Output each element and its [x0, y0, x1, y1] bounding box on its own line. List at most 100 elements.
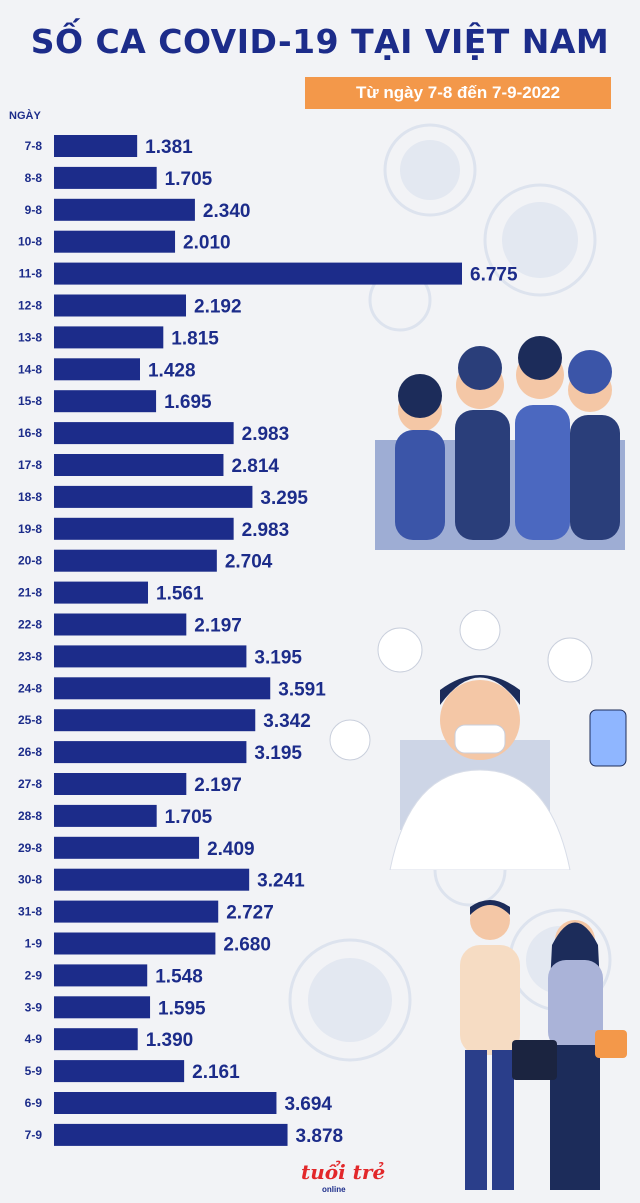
category-label: 9-8	[25, 203, 43, 217]
value-label: 2.814	[231, 456, 279, 477]
category-label: 22-8	[18, 618, 42, 632]
category-label: 13-8	[18, 330, 42, 344]
value-label: 3.342	[263, 711, 311, 732]
value-label: 1.705	[165, 807, 213, 828]
value-label: 1.705	[165, 169, 213, 190]
category-label: 31-8	[18, 905, 42, 919]
bar	[54, 358, 140, 381]
value-label: 3.195	[254, 647, 302, 668]
value-label: 2.197	[194, 775, 242, 796]
bar	[54, 996, 151, 1019]
bar	[54, 709, 256, 732]
bar	[54, 1060, 185, 1083]
category-label: 29-8	[18, 841, 42, 855]
category-label: 8-8	[25, 171, 43, 185]
chart-title: SỐ CA COVID-19 TẠI VIỆT NAM	[30, 22, 610, 61]
value-label: 2.161	[192, 1062, 240, 1083]
bar	[54, 581, 149, 604]
value-label: 2.704	[225, 552, 273, 573]
category-label: 4-9	[25, 1032, 43, 1046]
value-label: 1.595	[158, 998, 206, 1019]
value-label: 3.591	[278, 679, 326, 700]
category-label: 23-8	[18, 649, 42, 663]
bar	[54, 932, 216, 955]
value-label: 1.548	[155, 966, 203, 987]
value-label: 6.775	[470, 265, 518, 286]
category-label: 10-8	[18, 235, 42, 249]
value-label: 3.241	[257, 871, 305, 892]
value-label: 2.727	[226, 903, 274, 924]
bar	[54, 422, 234, 445]
bar	[54, 677, 271, 700]
category-label: 11-8	[19, 267, 43, 281]
bar	[54, 645, 247, 668]
bar	[54, 868, 250, 891]
bar	[54, 135, 138, 157]
category-label: 21-8	[18, 586, 42, 600]
value-label: 2.409	[207, 839, 255, 860]
bar	[54, 294, 187, 317]
category-label: 3-9	[25, 1000, 43, 1014]
value-label: 1.381	[145, 137, 193, 158]
bar	[54, 836, 200, 859]
value-label: 1.695	[164, 392, 212, 413]
bar	[54, 613, 187, 636]
value-label: 1.815	[171, 328, 219, 349]
bar	[54, 741, 247, 764]
value-label: 1.390	[146, 1030, 194, 1051]
bar	[54, 454, 224, 476]
value-label: 1.428	[148, 360, 196, 381]
category-label: 25-8	[18, 713, 42, 727]
category-label: 18-8	[18, 490, 42, 504]
bar	[54, 262, 462, 285]
y-axis-label: NGÀY	[9, 110, 41, 122]
value-label: 2.680	[223, 935, 271, 956]
bar	[54, 485, 253, 508]
category-label: 26-8	[18, 745, 42, 759]
value-label: 2.983	[242, 520, 290, 541]
bar	[54, 804, 157, 827]
category-label: 2-9	[25, 968, 43, 982]
bar	[54, 390, 157, 413]
bar	[54, 1123, 288, 1146]
category-label: 17-8	[18, 458, 42, 472]
doctor-illustration	[329, 610, 627, 870]
tuoi-tre-logo: tuổi trẻ online	[301, 1160, 386, 1194]
bar	[54, 549, 217, 572]
crowd-illustration	[375, 336, 625, 550]
value-label: 3.195	[254, 743, 302, 764]
bar	[54, 900, 219, 923]
category-label: 14-8	[18, 362, 42, 376]
walking-people-illustration	[460, 900, 627, 1190]
category-label: 12-8	[18, 299, 42, 313]
category-label: 1-9	[25, 937, 43, 951]
value-label: 2.340	[203, 201, 251, 222]
category-label: 16-8	[18, 426, 42, 440]
category-label: 24-8	[18, 681, 42, 695]
bar	[54, 1028, 138, 1051]
bar	[54, 964, 148, 987]
bar	[54, 773, 187, 795]
value-label: 2.197	[194, 616, 242, 637]
bar	[54, 198, 195, 221]
category-label: 19-8	[18, 522, 42, 536]
category-label: 7-9	[25, 1128, 43, 1142]
category-label: 5-9	[25, 1064, 43, 1078]
value-label: 3.878	[296, 1126, 344, 1147]
bar	[54, 1092, 277, 1114]
category-label: 20-8	[18, 554, 42, 568]
bar	[54, 166, 157, 189]
category-label: 30-8	[18, 873, 42, 887]
bar	[54, 326, 164, 349]
category-label: 27-8	[18, 777, 42, 791]
value-label: 2.192	[194, 297, 242, 318]
value-label: 3.295	[260, 488, 308, 509]
category-label: 6-9	[25, 1096, 43, 1110]
value-label: 1.561	[156, 584, 204, 605]
bar	[54, 517, 234, 540]
category-label: 7-8	[25, 139, 43, 153]
value-label: 3.694	[284, 1094, 332, 1115]
value-label: 2.983	[242, 424, 290, 445]
bar	[54, 230, 176, 253]
